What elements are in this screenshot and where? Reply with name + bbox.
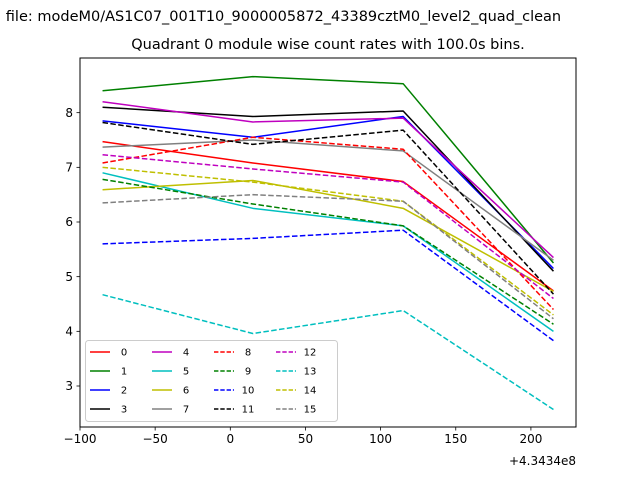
series-line-12 — [102, 154, 554, 300]
legend-label-0: 0 — [121, 348, 127, 359]
series-line-11 — [102, 121, 555, 295]
x-tick-label: 200 — [519, 432, 542, 446]
series-line-9 — [102, 178, 554, 325]
x-tick-label: 150 — [444, 432, 467, 446]
series-line-2 — [102, 115, 554, 269]
legend-label-5: 5 — [183, 367, 189, 378]
plot-area — [102, 75, 555, 411]
legend-label-1: 1 — [121, 367, 127, 378]
legend-label-7: 7 — [183, 405, 189, 416]
series-line-4 — [102, 100, 554, 259]
x-tick-label: 50 — [298, 432, 313, 446]
legend-label-13: 13 — [304, 367, 317, 378]
legend-label-15: 15 — [304, 405, 317, 416]
legend-label-11: 11 — [242, 405, 255, 416]
series-line-15 — [102, 193, 554, 320]
figure-suptitle: n file: modeM0/AS1C07_001T10_9000005872_… — [0, 9, 561, 25]
chart-title: Quadrant 0 module wise count rates with … — [131, 37, 525, 53]
x-tick-label: −100 — [64, 432, 97, 446]
series-line-14 — [102, 166, 554, 316]
legend-label-8: 8 — [245, 348, 251, 359]
y-tick-label: 5 — [65, 270, 73, 284]
legend-label-9: 9 — [245, 367, 251, 378]
series-line-10 — [102, 229, 554, 342]
legend-label-6: 6 — [183, 386, 189, 397]
legend-box — [85, 340, 338, 422]
x-offset-label: +4.3434e8 — [509, 454, 576, 468]
legend-label-14: 14 — [304, 386, 317, 397]
series-line-13 — [102, 293, 554, 411]
x-tick-label: 100 — [369, 432, 392, 446]
series-line-7 — [102, 139, 554, 261]
legend-label-3: 3 — [121, 405, 127, 416]
series-line-1 — [102, 75, 555, 264]
series-line-8 — [102, 136, 554, 310]
y-tick-label: 6 — [65, 215, 73, 229]
series-line-5 — [102, 172, 554, 332]
y-tick-label: 7 — [65, 161, 73, 175]
legend-label-4: 4 — [183, 348, 189, 359]
axes-frame — [79, 57, 577, 428]
x-tick-label: 0 — [226, 432, 234, 446]
series-line-0 — [102, 140, 554, 292]
legend-label-2: 2 — [121, 386, 127, 397]
legend-label-10: 10 — [242, 386, 255, 397]
legend-label-12: 12 — [304, 348, 317, 359]
y-tick-label: 4 — [65, 325, 73, 339]
x-tick-label: −50 — [142, 432, 167, 446]
series-line-6 — [102, 179, 554, 293]
y-tick-label: 8 — [65, 106, 73, 120]
y-tick-label: 3 — [65, 379, 73, 393]
